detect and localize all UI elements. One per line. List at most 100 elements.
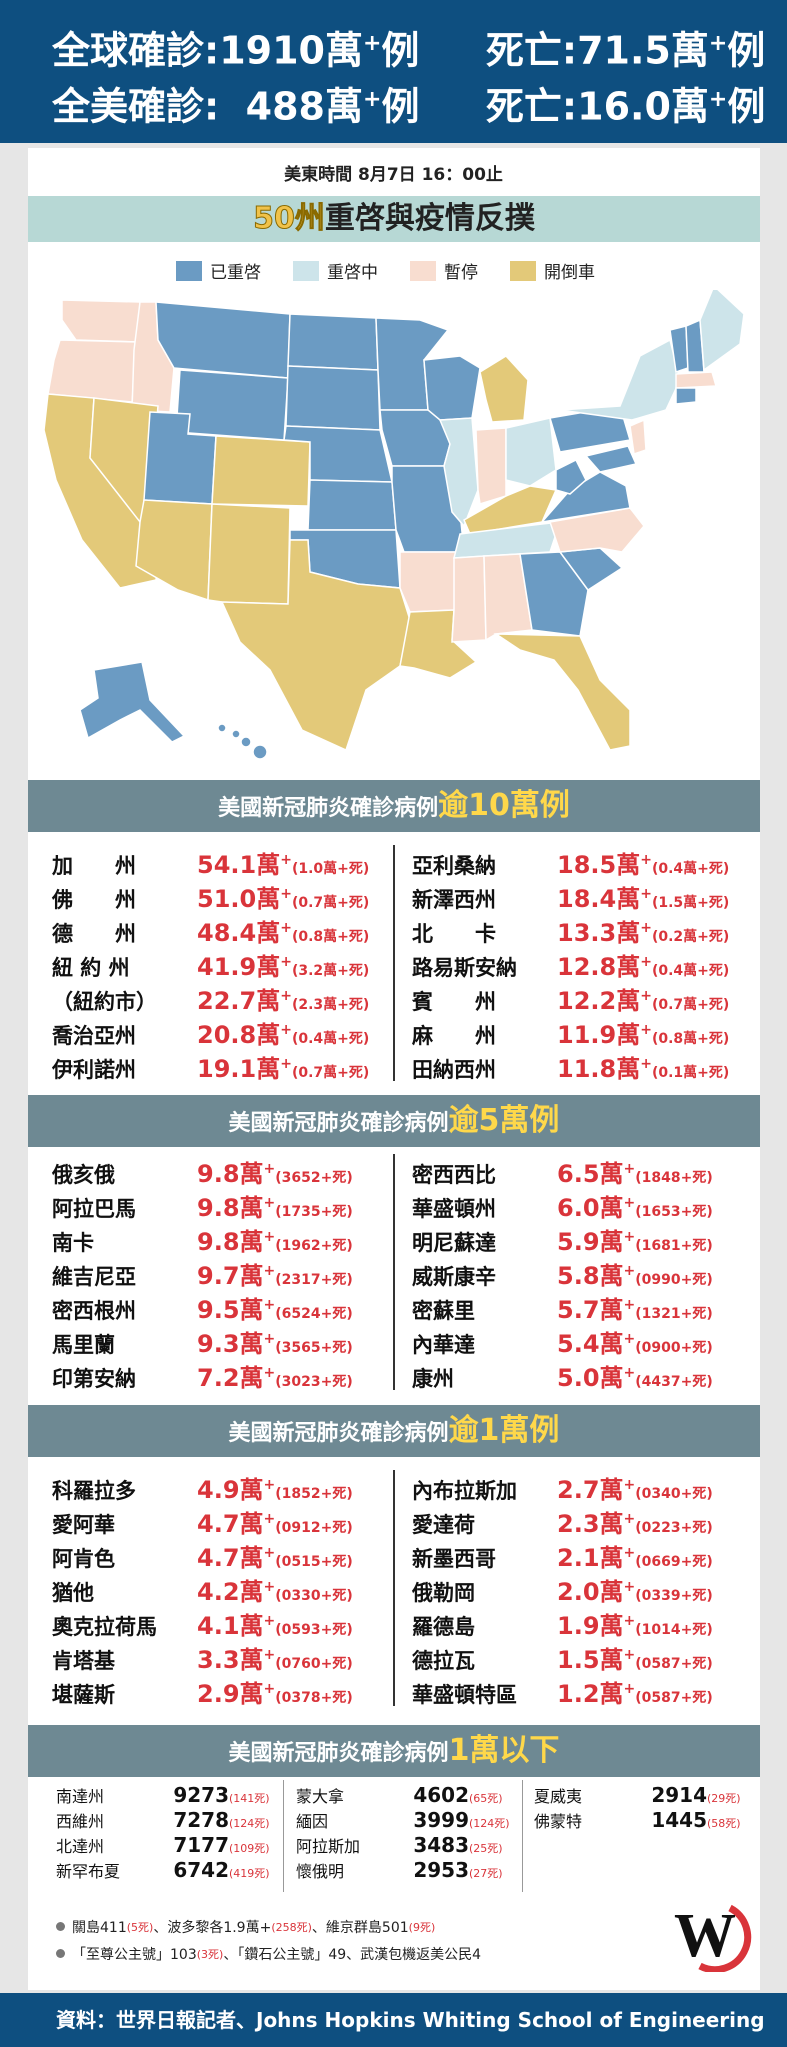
state-alaska xyxy=(79,661,186,743)
under-column-1: 南達州 9273 (141死) 西維州 7278 (124死) 北達州 7177 (109死… xyxy=(56,1783,270,1883)
state-row: 愛達荷 2.3萬+ (0223+死) xyxy=(412,1510,713,1538)
state-row: 加 州 54.1萬+ (1.0萬+死) xyxy=(52,851,370,879)
state-row: 南達州 9273 (141死) xyxy=(56,1783,270,1807)
map-legend: 已重啓 重啓中 暫停 開倒車 xyxy=(176,258,595,283)
state-row: 俄勒岡 2.0萬+ (0339+死) xyxy=(412,1578,713,1606)
bullet-icon xyxy=(56,1949,65,1958)
state-row: 新澤西州 18.4萬+ (1.5萬+死) xyxy=(412,885,730,913)
state-row: 奧克拉荷馬 4.1萬+ (0593+死) xyxy=(52,1612,353,1640)
footnote-cruise-ships: 「至尊公主號」103 (3死) 、「鑽石公主號」49、武漢包機返美公民4 xyxy=(56,1940,481,1967)
footnotes: 關島411 (5死) 、波多黎各1.9萬+ (258死) 、維京群島501 (9死) 「至… xyxy=(56,1913,481,1967)
state-row: 賓 州 12.2萬+ (0.7萬+死) xyxy=(412,987,730,1015)
us-stats-row: 全美確診: 488萬+例 死亡:16.0萬+例 xyxy=(52,84,766,129)
state-row: 猶他 4.2萬+ (0330+死) xyxy=(52,1578,353,1606)
state-row: 內布拉斯加 2.7萬+ (0340+死) xyxy=(412,1476,713,1504)
column-divider xyxy=(393,1154,395,1390)
state-row: 亞利桑納 18.5萬+ (0.4萬+死) xyxy=(412,851,730,879)
state-wisconsin xyxy=(423,355,481,421)
right-column: 內布拉斯加 2.7萬+ (0340+死) 愛達荷 2.3萬+ (0223+死) 新墨西哥… xyxy=(412,1470,757,1708)
us-states-map xyxy=(43,290,745,760)
state-row: 印第安納 7.2萬+ (3023+死) xyxy=(52,1364,353,1392)
state-row: 華盛頓特區 1.2萬+ (0587+死) xyxy=(412,1680,713,1708)
state-row: 德 州 48.4萬+ (0.8萬+死) xyxy=(52,919,370,947)
state-florida xyxy=(493,633,631,751)
state-row: 新墨西哥 2.1萬+ (0669+死) xyxy=(412,1544,713,1572)
map-title-highlight: 50州 xyxy=(253,201,326,237)
column-divider xyxy=(283,1780,284,1892)
legend-item-paused: 暫停 xyxy=(410,258,478,283)
global-stats-row: 全球確診:1910萬+例 死亡:71.5萬+例 xyxy=(52,28,766,73)
state-montana xyxy=(155,301,291,379)
state-georgia xyxy=(519,551,589,637)
state-row: 阿拉斯加 3483 (25死) xyxy=(296,1833,503,1857)
state-wyoming xyxy=(175,369,289,441)
us-deaths-value: 16.0萬 xyxy=(577,84,709,129)
column-divider xyxy=(393,1470,395,1706)
us-label: 全美確診: xyxy=(52,84,220,129)
state-row: 密西根州 9.5萬+ (6524+死) xyxy=(52,1296,353,1324)
state-connecticut xyxy=(675,387,697,405)
section-header-over-10k: 美國新冠肺炎確診病例逾1萬例 xyxy=(28,1405,760,1457)
global-value: 1910萬 xyxy=(219,28,363,73)
state-row: 麻 州 11.9萬+ (0.8萬+死) xyxy=(412,1021,730,1049)
source-footer: 資料：世界日報記者、Johns Hopkins Whiting School o… xyxy=(0,1993,787,2047)
state-texas xyxy=(220,539,411,752)
section-header-over-50k: 美國新冠肺炎確診病例逾5萬例 xyxy=(28,1095,760,1147)
right-column: 密西西比 6.5萬+ (1848+死) 華盛頓州 6.0萬+ (1653+死) 明尼蘇達… xyxy=(412,1154,757,1392)
state-virginia xyxy=(540,471,631,524)
state-new-jersey xyxy=(629,418,647,455)
state-row: 路易斯安納 12.8萬+ (0.4萬+死) xyxy=(412,953,730,981)
state-kansas xyxy=(307,479,397,531)
state-row: 佛蒙特 1445 (58死) xyxy=(534,1808,741,1832)
under-column-3: 夏威夷 2914 (29死) 佛蒙特 1445 (58死) xyxy=(534,1783,741,1833)
state-row: 科羅拉多 4.9萬+ (1852+死) xyxy=(52,1476,353,1504)
footnote-territories: 關島411 (5死) 、波多黎各1.9萬+ (258死) 、維京群島501 (9死) xyxy=(56,1913,481,1940)
state-row: 阿拉巴馬 9.8萬+ (1735+死) xyxy=(52,1194,353,1222)
left-column: 科羅拉多 4.9萬+ (1852+死) 愛阿華 4.7萬+ (0912+死) 阿肯色 4.… xyxy=(52,1470,397,1708)
world-journal-logo: W xyxy=(674,1902,752,1972)
state-maine xyxy=(699,290,745,372)
state-oregon xyxy=(47,339,139,403)
state-row: 西維州 7278 (124死) xyxy=(56,1808,270,1832)
us-value: 488萬 xyxy=(245,84,363,129)
state-colorado xyxy=(211,435,311,507)
state-row: 威斯康辛 5.8萬+ (0990+死) xyxy=(412,1262,713,1290)
state-mississippi xyxy=(451,555,487,643)
state-massachusetts xyxy=(675,371,717,389)
legend-swatch xyxy=(176,260,202,281)
svg-text:W: W xyxy=(674,1902,736,1970)
map-title-rest: 重啓與疫情反撲 xyxy=(324,201,535,236)
state-row: 佛 州 51.0萬+ (0.7萬+死) xyxy=(52,885,370,913)
global-deaths-value: 71.5萬 xyxy=(577,28,709,73)
column-divider xyxy=(522,1780,523,1892)
legend-item-reopened: 已重啓 xyxy=(176,258,261,283)
state-row: （紐約市） 22.7萬+ (2.3萬+死) xyxy=(52,987,370,1015)
section-header-under-10k: 美國新冠肺炎確診病例1萬以下 xyxy=(28,1725,760,1777)
date-line: 美東時間 8月7日 16：00止 xyxy=(284,165,503,185)
state-row: 愛阿華 4.7萬+ (0912+死) xyxy=(52,1510,353,1538)
state-west-virginia xyxy=(555,458,587,495)
state-alabama xyxy=(483,553,533,642)
state-row: 伊利諾州 19.1萬+ (0.7萬+死) xyxy=(52,1055,370,1083)
right-column: 亞利桑納 18.5萬+ (0.4萬+死) 新澤西州 18.4萬+ (1.5萬+死) 北 … xyxy=(412,845,757,1083)
map-title: 50州重啓與疫情反撲 xyxy=(28,196,760,242)
state-row: 康州 5.0萬+ (4437+死) xyxy=(412,1364,713,1392)
legend-swatch xyxy=(410,260,436,281)
section-header-over-100k: 美國新冠肺炎確診病例逾10萬例 xyxy=(28,780,760,832)
state-row: 明尼蘇達 5.9萬+ (1681+死) xyxy=(412,1228,713,1256)
us-deaths-label: 死亡: xyxy=(485,84,578,129)
state-new-york xyxy=(559,338,681,421)
state-indiana xyxy=(475,427,507,505)
state-row: 蒙大拿 4602 (65死) xyxy=(296,1783,503,1807)
state-hawaii xyxy=(217,723,268,760)
state-michigan xyxy=(479,355,529,423)
global-label: 全球確診: xyxy=(52,28,220,73)
global-deaths-label: 死亡: xyxy=(485,28,578,73)
legend-item-reopening: 重啓中 xyxy=(293,258,378,283)
state-south-dakota xyxy=(285,365,381,431)
state-row: 懷俄明 2953 (27死) xyxy=(296,1858,503,1882)
state-row: 紐 約 州 41.9萬+ (3.2萬+死) xyxy=(52,953,370,981)
state-row: 北 卡 13.3萬+ (0.2萬+死) xyxy=(412,919,730,947)
state-washington xyxy=(61,299,141,343)
